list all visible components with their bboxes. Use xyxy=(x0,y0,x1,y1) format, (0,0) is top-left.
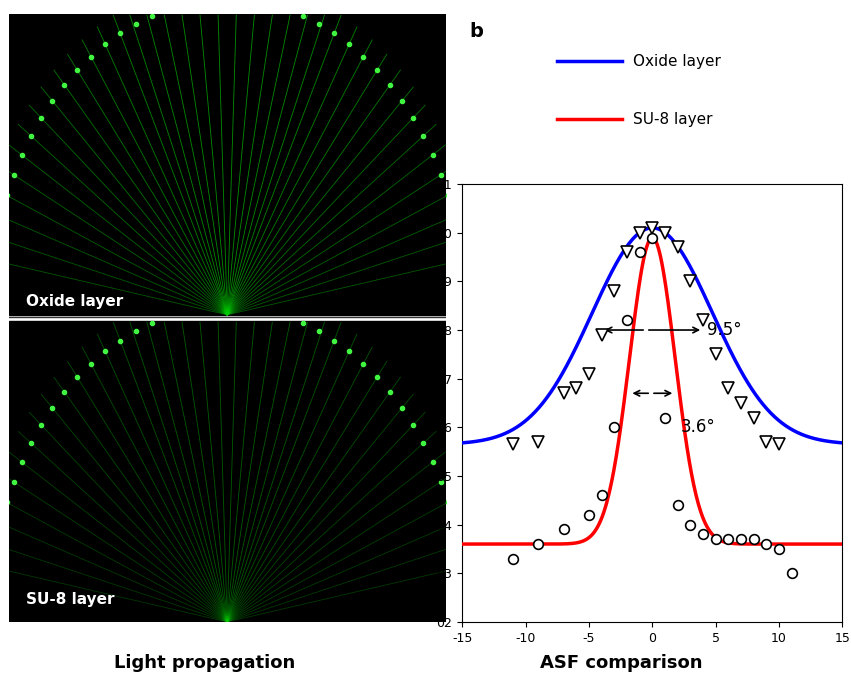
Text: ASF comparison: ASF comparison xyxy=(540,654,702,672)
Text: SU-8 layer: SU-8 layer xyxy=(26,591,115,607)
Text: 9.5°: 9.5° xyxy=(707,321,741,339)
Bar xyxy=(9,321,446,622)
Text: Oxide layer: Oxide layer xyxy=(26,294,123,309)
Text: SU-8 layer: SU-8 layer xyxy=(633,112,713,127)
Text: Oxide layer: Oxide layer xyxy=(633,54,721,69)
Bar xyxy=(9,14,446,315)
Text: Light propagation: Light propagation xyxy=(114,654,294,672)
Text: a: a xyxy=(13,17,26,36)
Text: b: b xyxy=(470,22,483,41)
Text: 3.6°: 3.6° xyxy=(680,418,715,436)
